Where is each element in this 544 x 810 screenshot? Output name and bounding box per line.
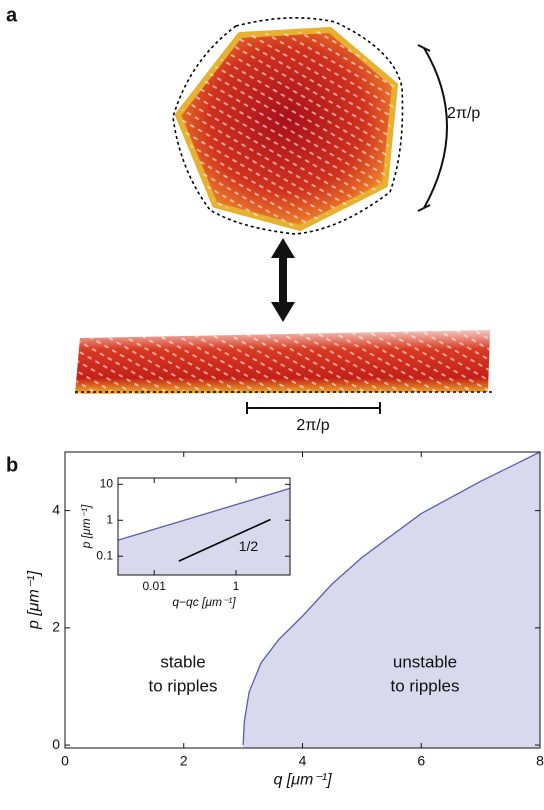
y-tick-label: 1 [106, 512, 113, 526]
plot-frame [117, 477, 291, 576]
x-tick-label: 4 [299, 753, 307, 769]
x-tick-label: 0.01 [143, 579, 167, 593]
y-axis-label: p [μm⁻¹] [79, 504, 93, 549]
flat-membrane [75, 330, 492, 394]
boundary-line [117, 487, 291, 541]
panel-label: a [6, 4, 18, 26]
boundary-line [242, 451, 541, 746]
x-tick-label: 8 [536, 753, 544, 769]
scale-label: 2π/p [296, 417, 329, 434]
x-axis-label: q [μm⁻¹] [273, 771, 332, 788]
y-tick-label: 4 [52, 501, 60, 517]
y-tick-label: 0.1 [96, 548, 113, 562]
annotation: stable [160, 652, 205, 671]
annotation: unstable [393, 652, 457, 671]
scale-bar [246, 402, 381, 414]
y-axis-label: p [μm⁻¹] [25, 570, 42, 630]
reference-label: 1/2 [239, 538, 259, 554]
x-tick-label: 2 [180, 753, 188, 769]
x-tick-label: 1 [233, 579, 240, 593]
y-tick-label: 0 [52, 736, 60, 752]
double-arrow [271, 238, 295, 322]
unstable-region [118, 488, 290, 575]
panel-label: b [6, 454, 18, 476]
annotation: to ripples [149, 676, 218, 695]
annotation: to ripples [391, 676, 460, 695]
unstable-region [243, 452, 540, 748]
reference-line [178, 518, 271, 562]
scale-label: 2π/p [447, 105, 480, 122]
y-tick-label: 2 [52, 619, 60, 635]
x-tick-label: 6 [417, 753, 425, 769]
y-tick-label: 10 [100, 477, 114, 491]
x-tick-label: 0 [61, 753, 69, 769]
round-membrane [172, 17, 404, 235]
x-axis-label: q−qc [μm⁻¹] [172, 595, 236, 609]
scale-arc [417, 44, 448, 212]
